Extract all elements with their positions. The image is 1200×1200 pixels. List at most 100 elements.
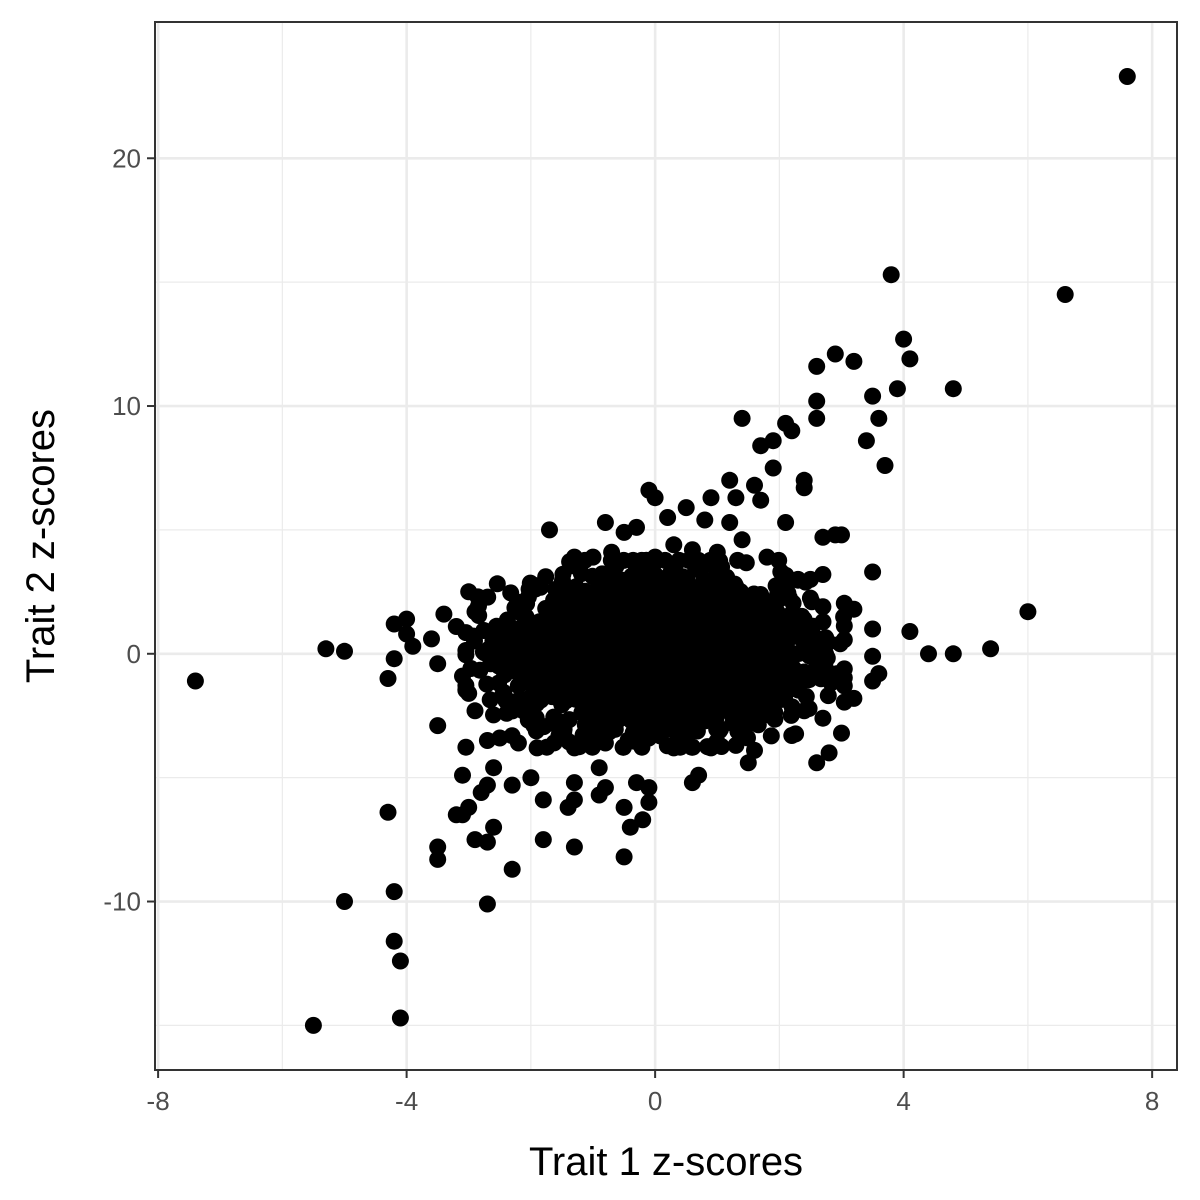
data-point (870, 409, 888, 427)
data-point (702, 704, 720, 722)
data-point (746, 741, 763, 759)
data-point (804, 617, 822, 635)
data-point (727, 736, 745, 754)
data-point (429, 655, 447, 673)
data-point (532, 629, 550, 647)
data-point (525, 716, 543, 734)
data-point (767, 616, 785, 634)
data-point (857, 432, 875, 450)
data-point (732, 615, 750, 633)
data-point (864, 387, 882, 405)
data-point (391, 1009, 409, 1027)
data-point (784, 594, 802, 612)
data-point (814, 709, 832, 727)
data-point (733, 409, 751, 427)
data-point (801, 589, 819, 607)
data-point (607, 557, 625, 575)
data-point (808, 754, 826, 772)
data-point (457, 738, 475, 756)
data-point (703, 571, 721, 589)
data-point (488, 575, 506, 593)
y-tick-label: 0 (127, 639, 141, 669)
data-point (485, 706, 502, 724)
data-point (700, 659, 718, 677)
data-point (659, 509, 677, 526)
data-point (683, 738, 701, 756)
data-point (586, 649, 604, 667)
data-point (562, 682, 580, 700)
data-point (454, 766, 471, 784)
data-point (534, 791, 552, 809)
data-point (471, 661, 489, 679)
data-point (574, 630, 592, 648)
data-point (727, 692, 745, 710)
data-point (447, 806, 465, 824)
data-point (764, 459, 782, 477)
data-point (435, 605, 453, 623)
data-point (615, 798, 633, 816)
data-point (536, 687, 554, 705)
data-point (689, 591, 707, 609)
data-point (641, 698, 659, 716)
data-point (466, 831, 484, 849)
data-point (658, 622, 676, 640)
data-point (795, 479, 813, 497)
data-point (801, 570, 819, 588)
x-tick-label: 4 (896, 1086, 910, 1116)
data-point (810, 643, 828, 661)
data-point (485, 818, 503, 836)
data-point (756, 690, 774, 708)
data-point (845, 689, 863, 707)
data-point (582, 608, 600, 626)
data-point (790, 644, 808, 662)
data-point (648, 665, 665, 683)
data-point (404, 637, 422, 655)
x-tick-label: 0 (648, 1086, 662, 1116)
data-point (864, 647, 882, 665)
data-point (547, 580, 565, 598)
data-point (629, 718, 647, 736)
data-point (478, 895, 496, 913)
data-point (665, 536, 683, 554)
data-point (755, 623, 773, 641)
data-point (649, 580, 667, 598)
data-point (317, 640, 335, 658)
data-point (666, 593, 684, 611)
data-point (548, 600, 566, 618)
data-point (472, 590, 490, 608)
data-point (186, 672, 204, 690)
data-point (628, 774, 645, 792)
data-point (685, 636, 703, 654)
data-point (864, 563, 882, 581)
data-point (778, 657, 796, 675)
data-point (602, 665, 620, 683)
data-point (592, 625, 610, 643)
data-point (491, 729, 509, 747)
data-point (447, 618, 465, 635)
data-point (528, 739, 546, 757)
data-point (760, 643, 778, 661)
data-point (762, 727, 780, 745)
data-point (304, 1016, 322, 1034)
data-point (596, 734, 614, 752)
data-point (518, 595, 536, 613)
data-point (507, 631, 525, 649)
data-point (472, 784, 490, 801)
data-point (670, 664, 688, 682)
data-point (787, 625, 805, 643)
data-point (616, 700, 634, 718)
data-point (721, 586, 739, 604)
data-point (398, 610, 416, 628)
data-point (429, 717, 447, 735)
data-point (512, 665, 530, 683)
data-point (833, 724, 850, 742)
data-point (584, 548, 602, 566)
data-point (800, 671, 818, 689)
data-point (683, 541, 701, 559)
data-point (745, 658, 763, 676)
data-point (565, 739, 583, 757)
panel-border (154, 21, 1178, 1071)
data-point (982, 640, 1000, 658)
y-tick-label: -10 (103, 887, 141, 917)
data-point (541, 521, 558, 539)
